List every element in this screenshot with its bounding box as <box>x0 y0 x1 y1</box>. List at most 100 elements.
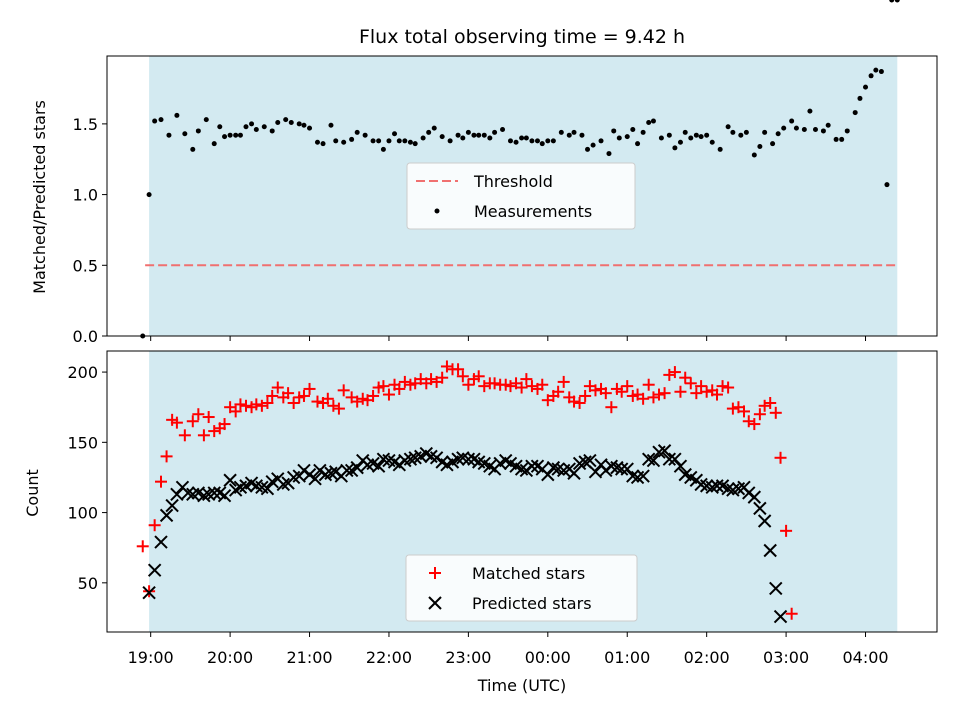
x-tick-label: 02:00 <box>684 648 730 667</box>
predicted-star-point <box>662 452 677 466</box>
matched-star-point <box>557 375 570 388</box>
predicted-star-point <box>721 481 735 496</box>
measurement-point <box>471 132 477 138</box>
matched-star-point <box>234 398 247 411</box>
matched-star-point <box>748 418 761 431</box>
measurement-point <box>566 132 572 138</box>
y-tick-label: 1.5 <box>73 115 98 134</box>
matched-star-point <box>737 405 750 418</box>
measurement-point <box>793 125 799 131</box>
measurement-point <box>789 118 795 124</box>
measurement-point <box>412 141 418 147</box>
predicted-star-point <box>763 543 777 558</box>
predicted-star-point <box>525 459 539 473</box>
matched-star-point <box>229 405 242 418</box>
matched-star-point <box>536 378 549 391</box>
measurement-point <box>844 128 850 134</box>
measurement-point <box>624 134 630 140</box>
measurement-point <box>392 131 398 137</box>
matched-star-point <box>239 399 252 412</box>
measurement-point <box>426 129 432 135</box>
predicted-star-point <box>340 463 354 478</box>
x-tick-label: 22:00 <box>366 648 412 667</box>
matched-star-point <box>393 382 406 395</box>
measurement-point <box>770 141 776 147</box>
measurement-point <box>328 122 334 128</box>
measurement-point <box>889 0 895 3</box>
measurement-point <box>227 132 233 138</box>
matched-star-point <box>160 450 173 463</box>
matched-star-point <box>573 396 586 409</box>
matched-star-point <box>668 366 681 379</box>
measurement-point <box>333 138 339 144</box>
measurement-point <box>349 136 355 142</box>
matched-star-point <box>599 387 612 400</box>
measurement-point <box>611 128 617 134</box>
predicted-star-point <box>159 508 174 523</box>
matched-star-point <box>769 406 782 419</box>
measurement-point <box>288 119 294 125</box>
measurement-point <box>677 139 683 145</box>
measurement-point <box>873 67 879 73</box>
matched-star-point <box>774 451 787 464</box>
measurement-point <box>492 129 498 135</box>
measurement-point <box>650 118 656 124</box>
matched-star-point <box>785 607 798 620</box>
predicted-star-point <box>142 585 156 600</box>
measurement-point <box>519 135 525 141</box>
measurement-point <box>402 138 408 144</box>
matched-star-point <box>250 398 263 411</box>
matched-star-point <box>255 399 268 412</box>
matched-star-point <box>327 399 340 412</box>
measurement-point <box>261 124 267 130</box>
matched-star-point <box>552 385 565 398</box>
measurement-point <box>481 132 487 138</box>
measurement-point <box>590 142 596 148</box>
predicted-star-point <box>773 609 788 624</box>
matched-star-point <box>663 368 676 381</box>
measurement-point <box>211 141 217 147</box>
measurement-point <box>709 139 715 145</box>
x-tick-label: 20:00 <box>207 648 253 667</box>
measurement-point <box>222 134 228 140</box>
matched-star-point <box>440 360 453 373</box>
measurement-point <box>598 138 604 144</box>
measurement-point <box>616 135 622 141</box>
matched-star-point <box>456 370 469 383</box>
predicted-star-point <box>514 462 529 476</box>
measurement-point <box>249 121 255 127</box>
measurement-point <box>666 132 672 138</box>
top-axes-frame <box>106 55 938 337</box>
matched-star-point <box>742 415 755 428</box>
measurement-point <box>801 127 807 133</box>
measurement-point <box>693 132 699 138</box>
measurement-point <box>354 129 360 135</box>
measurement-point <box>646 119 652 125</box>
matched-star-point <box>679 371 692 384</box>
measurement-point <box>884 182 890 188</box>
x-axis-label: Time (UTC) <box>477 676 566 695</box>
measurement-point <box>476 132 482 138</box>
matched-star-point <box>282 387 295 400</box>
measurement-point <box>606 151 612 157</box>
measurement-point <box>738 132 744 138</box>
x-tick-label: 19:00 <box>128 648 174 667</box>
x-tick-label: 21:00 <box>286 648 332 667</box>
measurement-point <box>529 138 535 144</box>
measurement-point <box>174 112 180 118</box>
predicted-star-point <box>673 459 688 473</box>
bottom-legend: Matched stars Predicted stars <box>405 554 638 622</box>
matched-star-point <box>621 380 634 393</box>
top-x-ticks <box>150 336 867 341</box>
matched-star-point <box>436 371 449 384</box>
predicted-star-point <box>403 452 418 466</box>
measurement-point <box>195 128 201 134</box>
x-tick-label: 01:00 <box>604 648 650 667</box>
matched-star-point <box>178 429 191 442</box>
predicted-star-point <box>461 452 476 466</box>
measurement-point <box>182 131 188 137</box>
predicted-star-point <box>583 453 597 468</box>
predicted-star-point <box>710 479 724 493</box>
matched-star-point <box>398 375 411 388</box>
